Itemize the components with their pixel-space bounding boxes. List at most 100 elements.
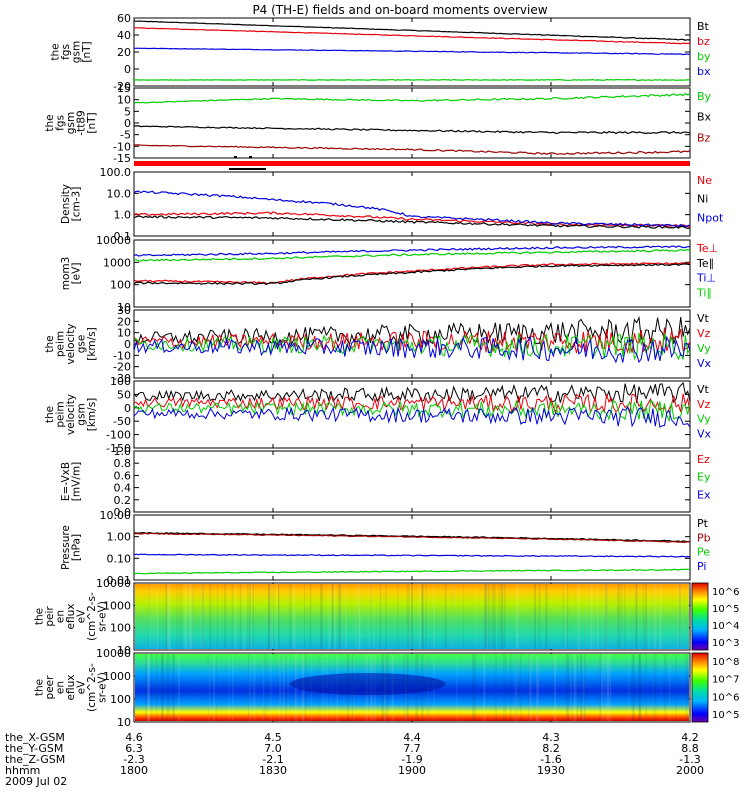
spectrogram-streak — [338, 584, 341, 649]
y-axis-label: eflux — [65, 675, 77, 701]
series-line-by — [133, 78, 691, 82]
spectrogram-streak — [628, 584, 630, 649]
y-tick-label: 10000 — [96, 647, 131, 660]
spectrogram-streak — [267, 584, 271, 649]
spectrogram-streak — [231, 654, 234, 721]
ephem-value: 8.8 — [681, 742, 699, 755]
legend-entry: bx — [697, 65, 711, 78]
y-axis-label: gse — [76, 335, 88, 354]
ephem-value: 4.4 — [403, 731, 421, 744]
series-line-Vy — [133, 399, 691, 423]
spectrogram-streak — [381, 584, 383, 649]
spectrogram-streak — [355, 584, 357, 649]
spectrogram-streak — [609, 654, 612, 721]
ephem-value: 6.3 — [125, 742, 143, 755]
y-tick-label: 0.2 — [114, 494, 132, 507]
series-line-Te⊥ — [133, 262, 691, 285]
spectrogram-streak — [148, 654, 151, 721]
legend-entry: Vz — [697, 327, 711, 340]
spectrogram-streak — [189, 584, 192, 649]
y-tick-label: 5 — [124, 105, 131, 118]
spectrogram-streak — [265, 654, 268, 721]
spectrogram-streak — [153, 584, 155, 649]
legend-entry: Pi — [697, 560, 706, 573]
y-tick-label: 0 — [124, 117, 131, 130]
spectrogram-streak — [485, 584, 488, 649]
spectrogram-streak — [498, 584, 501, 649]
spectrogram-streak — [642, 584, 645, 649]
spectrogram-streak — [172, 654, 175, 721]
spectrogram-streak — [475, 584, 477, 649]
panel-9: 10000 1000 100 10 thepeerenefluxeV(cm^2-s-sr… — [34, 647, 740, 729]
legend-entry: Bx — [697, 111, 712, 124]
spectrogram-streak — [634, 584, 637, 649]
spectrogram-streak — [271, 584, 274, 649]
spectrogram-streak — [397, 584, 399, 649]
spectrogram-streak — [607, 654, 609, 721]
ephem-value: 2000 — [676, 764, 704, 777]
legend-entry: Vy — [697, 342, 711, 355]
spectrogram-streak — [246, 584, 249, 649]
spectrogram-streak — [570, 654, 572, 721]
spectrogram-streak — [509, 654, 512, 721]
spectrogram-streak — [379, 584, 382, 649]
colorbar — [691, 582, 709, 651]
spectrogram-streak — [639, 654, 641, 721]
y-axis-label: [cm-3] — [70, 187, 82, 222]
spectrogram-streak — [167, 584, 170, 649]
spectrogram-streak — [685, 654, 688, 721]
spectrogram-streak — [514, 654, 518, 721]
y-axis-label: the — [49, 43, 61, 60]
spectrogram-streak — [150, 654, 153, 721]
y-axis-label: peim — [55, 401, 67, 427]
spectrogram-streak — [252, 584, 254, 649]
y-tick-label: 20 — [117, 315, 131, 328]
spectrogram-streak — [177, 654, 180, 721]
spectrogram-streak — [484, 584, 488, 649]
spectrogram-streak — [652, 654, 655, 721]
spectrogram-streak — [669, 654, 671, 721]
spectrogram-streak — [567, 654, 570, 721]
spectrogram-streak — [645, 584, 647, 649]
spectrogram-streak — [566, 584, 569, 649]
y-tick-label: -20 — [113, 361, 131, 374]
spectrogram-streak — [192, 584, 194, 649]
legend-entry: Ey — [697, 471, 711, 484]
spectrogram-streak — [216, 584, 219, 649]
spectrogram-streak — [280, 654, 282, 721]
legend-entry: Vx — [697, 427, 712, 440]
y-tick-label: 30 — [117, 304, 131, 317]
spectrogram-streak — [553, 654, 557, 721]
spectrogram-streak — [564, 584, 566, 649]
series-line-Npot — [133, 190, 691, 228]
legend-entry: by — [697, 50, 711, 63]
spectrogram-streak — [263, 654, 265, 721]
spectrogram-streak — [664, 654, 667, 721]
ephem-value: 8.2 — [542, 742, 560, 755]
spectrogram-streak — [250, 584, 253, 649]
spectrogram-streak — [277, 584, 280, 649]
spectrogram-streak — [303, 584, 306, 649]
spectrogram-streak — [659, 584, 662, 649]
spectrogram-streak — [184, 584, 187, 649]
y-tick-label: 50 — [117, 388, 131, 401]
series-line-Pb — [133, 532, 691, 544]
spectrogram-streak — [239, 584, 242, 649]
ephem-value: 1900 — [398, 764, 426, 777]
y-tick-label: 40 — [117, 29, 131, 42]
spectrogram-streak — [483, 654, 486, 721]
series-line-bx — [134, 47, 691, 56]
spectrogram-streak — [645, 654, 647, 721]
y-tick-label: -5 — [120, 129, 131, 142]
spectrogram-streak — [411, 584, 413, 649]
spectrogram-streak — [168, 654, 171, 721]
y-tick-label: 100 — [110, 693, 131, 706]
spectrogram-streak — [279, 654, 282, 721]
colorbar-tick-label: 10^3 — [712, 638, 739, 649]
spectrogram-streak — [215, 654, 218, 721]
series-line-Ni — [133, 215, 691, 229]
legend-entry: Ez — [697, 453, 710, 466]
series-line-Vx — [133, 406, 691, 428]
spectrogram-streak — [419, 584, 422, 649]
